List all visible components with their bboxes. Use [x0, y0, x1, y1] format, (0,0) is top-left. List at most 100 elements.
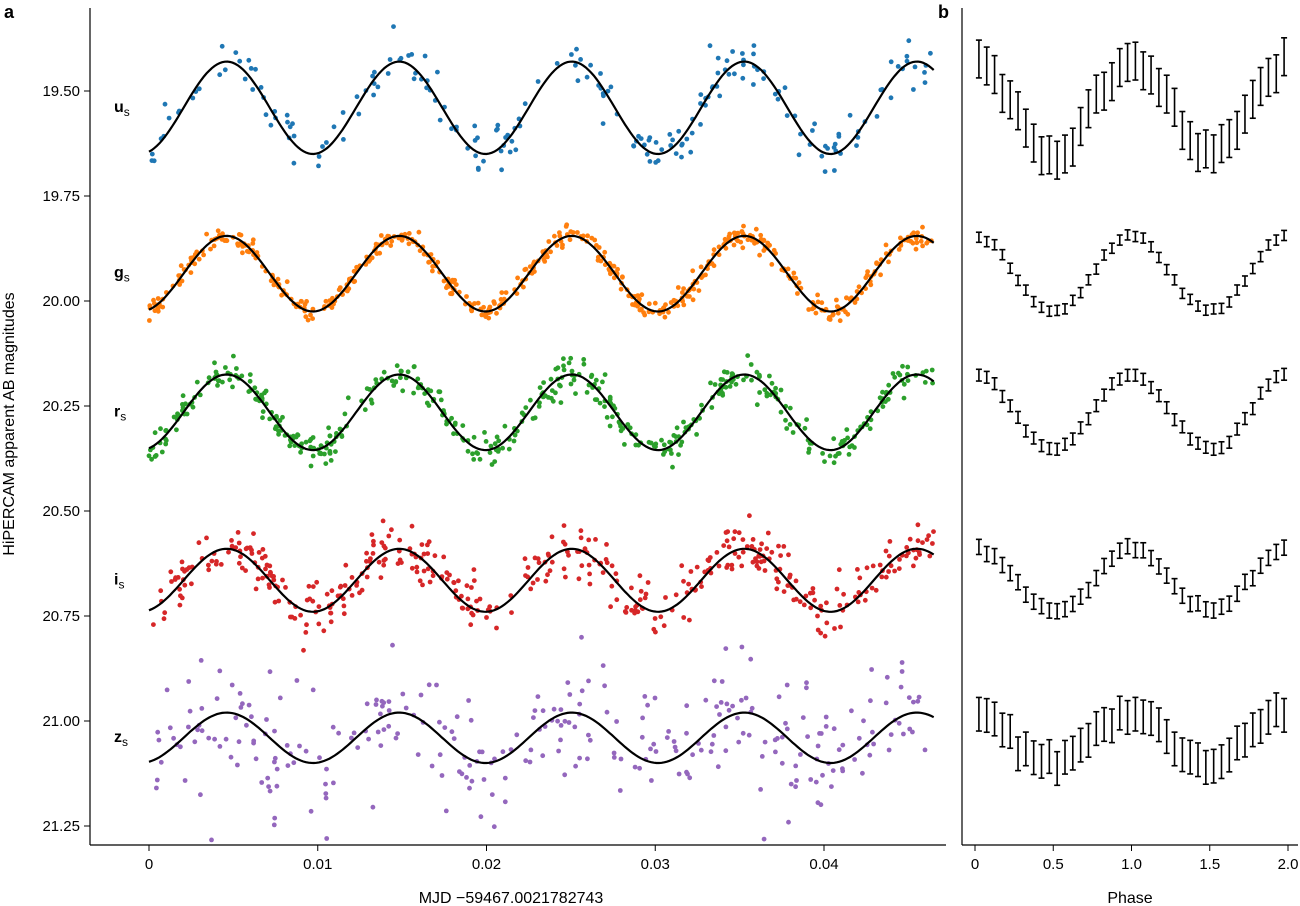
data-point-g: [541, 257, 547, 262]
data-point-i: [341, 611, 347, 617]
data-point-i: [342, 583, 348, 588]
data-point-i: [218, 562, 224, 567]
data-point-z: [604, 709, 610, 715]
data-point-i: [834, 586, 840, 592]
data-point-i: [810, 586, 816, 591]
data-point-z: [664, 735, 670, 740]
data-point-i: [927, 553, 933, 559]
data-point-r: [194, 379, 200, 385]
data-point-z: [271, 822, 277, 828]
phase-errorbar-g: [1155, 251, 1162, 264]
data-point-z: [870, 729, 875, 735]
data-point-i: [397, 557, 403, 563]
data-point-z: [238, 705, 244, 710]
phase-errorbar-g: [1234, 284, 1241, 296]
data-point-g: [389, 238, 395, 244]
data-point-r: [492, 441, 498, 447]
phase-errorbar-u: [1046, 135, 1053, 175]
data-point-z: [308, 808, 314, 814]
data-point-i: [762, 568, 768, 573]
band-label-subscript: s: [124, 105, 130, 119]
data-point-i: [417, 578, 423, 584]
data-point-z: [351, 730, 357, 736]
data-point-z: [723, 724, 729, 730]
data-point-u: [242, 76, 248, 82]
data-point-g: [618, 286, 624, 292]
data-point-z: [898, 684, 904, 690]
data-point-r: [886, 382, 892, 388]
data-point-i: [419, 542, 425, 547]
panel-a-model-curves: [148, 60, 935, 765]
phase-errorbar-i: [1163, 567, 1170, 584]
phase-errorbar-z: [983, 697, 990, 734]
panel-a-x-axis-label: MJD −59467.0021782743: [419, 890, 604, 906]
data-point-r: [298, 449, 303, 455]
phase-errorbar-z: [1241, 722, 1248, 758]
data-point-g: [863, 275, 869, 281]
data-point-u: [246, 57, 252, 63]
phase-errorbar-i: [1202, 600, 1209, 618]
phase-errorbar-i: [1093, 569, 1100, 587]
data-point-z: [690, 752, 695, 758]
data-point-u: [316, 154, 322, 159]
phase-errorbar-i: [1218, 598, 1225, 616]
data-point-g: [668, 300, 674, 305]
model-curve-u: [148, 60, 935, 156]
data-point-u: [819, 153, 825, 159]
data-point-r: [778, 387, 784, 393]
data-point-i: [177, 586, 183, 592]
data-point-z: [602, 683, 607, 689]
data-point-u: [472, 123, 478, 129]
phase-errorbar-i: [1108, 550, 1115, 568]
phase-errorbar-z: [1022, 731, 1029, 767]
data-point-r: [197, 392, 203, 398]
data-point-g: [224, 238, 230, 244]
data-point-u: [608, 84, 614, 90]
data-point-r: [622, 442, 627, 447]
phase-errorbar-r: [1249, 402, 1256, 416]
phase-errorbar-u: [1218, 123, 1225, 164]
data-point-g: [501, 296, 507, 302]
data-point-z: [714, 704, 719, 709]
data-point-z: [395, 731, 400, 736]
phase-errorbar-i: [1054, 602, 1061, 620]
data-point-u: [679, 154, 684, 160]
data-point-i: [304, 622, 309, 628]
phase-errorbar-u: [1108, 61, 1115, 102]
data-point-g: [830, 312, 836, 318]
phase-errorbar-r: [1195, 436, 1202, 450]
phase-errorbar-g: [1101, 249, 1108, 261]
data-point-g: [557, 233, 563, 239]
panel-a-y-tick-label: 20.75: [42, 608, 80, 625]
data-point-g: [188, 255, 194, 261]
phase-errorbar-r: [1281, 367, 1288, 381]
phase-errorbar-u: [1257, 66, 1264, 107]
data-point-z: [378, 711, 383, 717]
data-point-i: [349, 593, 355, 598]
data-point-i: [370, 551, 376, 556]
data-point-i: [456, 578, 461, 584]
data-point-z: [579, 634, 584, 640]
data-point-i: [862, 597, 868, 603]
data-point-r: [394, 363, 400, 369]
data-point-r: [709, 405, 715, 410]
data-point-i: [288, 614, 293, 620]
data-point-z: [558, 737, 563, 743]
phase-errorbar-i: [1171, 577, 1178, 595]
data-point-i: [172, 577, 178, 582]
data-point-i: [561, 539, 566, 545]
data-point-g: [641, 310, 646, 315]
band-label-subscript: s: [124, 271, 130, 285]
data-point-u: [495, 126, 500, 132]
model-curve-z: [148, 711, 935, 765]
data-point-i: [397, 537, 403, 543]
data-point-r: [494, 434, 500, 440]
data-point-i: [525, 565, 531, 570]
phase-errorbar-r: [1108, 377, 1115, 391]
data-point-r: [438, 397, 444, 403]
data-point-r: [488, 443, 494, 449]
data-point-g: [639, 306, 644, 312]
data-point-g: [920, 224, 925, 230]
data-point-z: [386, 723, 392, 729]
data-point-g: [369, 255, 375, 261]
